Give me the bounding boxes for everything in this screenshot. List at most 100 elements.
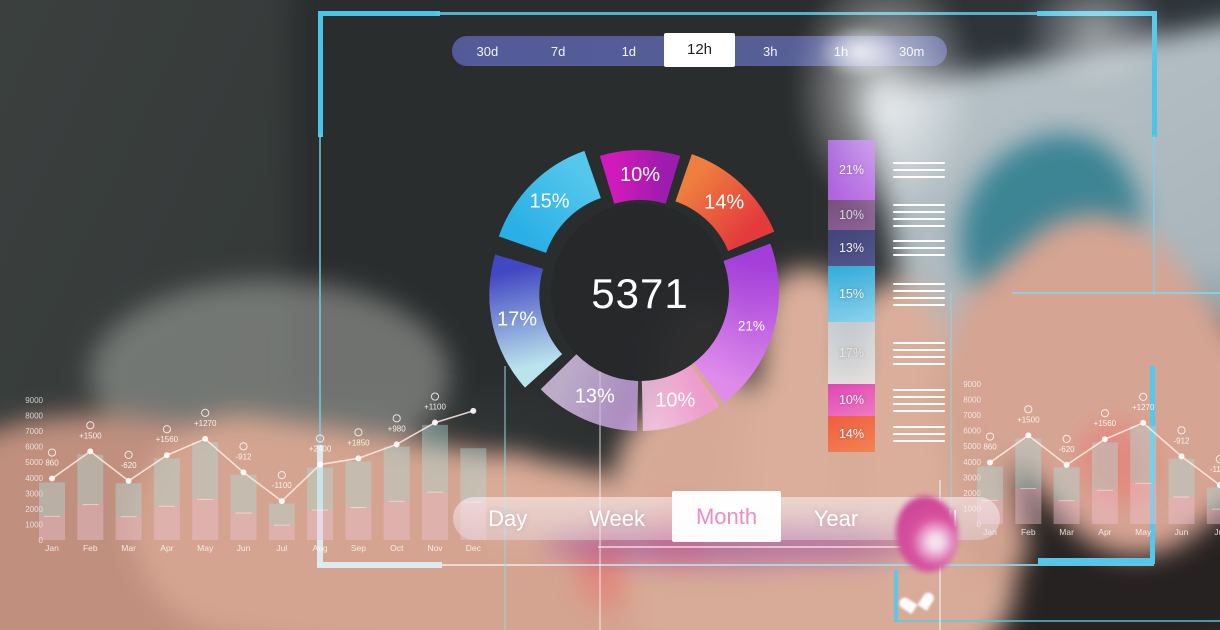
donut-center-value: 5371 <box>591 270 689 317</box>
time-option-7d[interactable]: 7d <box>550 43 566 59</box>
svg-text:-1100: -1100 <box>1210 465 1220 474</box>
legend-text-lines-icon <box>893 282 945 306</box>
svg-text:Jun: Jun <box>1175 527 1189 537</box>
time-option-30d[interactable]: 30d <box>476 43 499 59</box>
svg-text:9000: 9000 <box>963 380 981 389</box>
legend-text-lines-icon <box>893 240 945 256</box>
svg-text:-620: -620 <box>1059 445 1076 454</box>
svg-text:+1560: +1560 <box>156 435 179 444</box>
legend-text-lines-icon <box>893 341 945 365</box>
legend-percent-label: 14% <box>838 427 865 441</box>
legend-percent-label: 10% <box>838 393 865 407</box>
frame-top-h <box>436 12 1037 15</box>
svg-text:-912: -912 <box>235 452 252 461</box>
donut-segment <box>540 354 639 431</box>
legend-text-lines-icon <box>893 388 945 412</box>
svg-text:5000: 5000 <box>25 458 43 467</box>
donut-segment-label: 15% <box>529 190 569 212</box>
period-option-week[interactable]: Week <box>589 505 646 531</box>
legend-percent-label: 15% <box>838 287 865 301</box>
svg-text:+2400: +2400 <box>309 445 332 454</box>
svg-text:-1100: -1100 <box>272 481 292 490</box>
donut-segment-label: 10% <box>655 389 695 411</box>
frame-right-thin-v <box>950 292 952 554</box>
svg-text:3000: 3000 <box>963 473 981 482</box>
time-option-30m[interactable]: 30m <box>899 43 925 59</box>
donut-segment <box>498 150 601 253</box>
legend-text-lines-icon <box>893 203 945 227</box>
legend-item[interactable]: 10% <box>828 200 945 230</box>
donut-segment <box>489 254 563 388</box>
legend-percent-label: 17% <box>838 346 865 360</box>
svg-text:Nov: Nov <box>427 543 443 553</box>
svg-text:+1560: +1560 <box>1094 419 1117 428</box>
period-option-day[interactable]: Day <box>488 505 528 531</box>
frame-bottom-left-corner-h <box>317 562 442 568</box>
svg-text:1000: 1000 <box>25 520 43 529</box>
time-range-selector: 30d 7d 1d 12h 3h 1h 30m <box>452 33 947 67</box>
svg-text:Apr: Apr <box>160 543 173 553</box>
svg-text:2000: 2000 <box>963 489 981 498</box>
svg-text:Jan: Jan <box>45 543 59 553</box>
svg-text:4000: 4000 <box>963 458 981 467</box>
period-option-month[interactable]: Month <box>671 491 782 542</box>
time-option-3h[interactable]: 3h <box>763 43 778 59</box>
frame-bottom-left-corner-v <box>317 445 323 567</box>
frame-top-left-corner-v <box>318 11 323 137</box>
frame-right-v <box>1153 135 1155 295</box>
svg-text:6000: 6000 <box>963 427 981 436</box>
svg-text:+1850: +1850 <box>347 438 370 447</box>
svg-text:Jul: Jul <box>276 543 287 553</box>
donut-segment <box>693 243 779 403</box>
donut-segment-label: 17% <box>497 308 537 330</box>
svg-text:Dec: Dec <box>466 543 482 553</box>
legend-text-lines-icon <box>893 426 945 442</box>
svg-text:6000: 6000 <box>25 443 43 452</box>
svg-text:+980: +980 <box>388 424 407 433</box>
legend-item[interactable]: 14% <box>828 416 945 452</box>
svg-text:+1270: +1270 <box>1132 403 1155 412</box>
time-option-12h[interactable]: 12h <box>664 33 735 67</box>
frame-long-bottom-h <box>442 564 1154 566</box>
svg-text:May: May <box>197 543 214 553</box>
legend-item[interactable]: 17% <box>828 322 945 384</box>
svg-text:-912: -912 <box>1173 436 1190 445</box>
time-option-1h[interactable]: 1h <box>833 43 849 59</box>
svg-text:Apr: Apr <box>1098 527 1111 537</box>
donut-segment-label: 13% <box>575 386 615 408</box>
legend-item[interactable]: 10% <box>828 384 945 416</box>
legend-item[interactable]: 15% <box>828 266 945 322</box>
svg-text:Jul: Jul <box>1214 527 1220 537</box>
donut-segment <box>641 365 720 431</box>
donut-segment <box>675 154 775 251</box>
svg-text:0: 0 <box>39 536 44 545</box>
donut-segment-label: 14% <box>704 191 744 213</box>
svg-text:2000: 2000 <box>25 505 43 514</box>
legend-swatch: 10% <box>828 200 875 230</box>
time-option-1d[interactable]: 1d <box>621 43 637 59</box>
legend-percent-label: 21% <box>838 163 865 177</box>
svg-text:4000: 4000 <box>25 474 43 483</box>
legend-item[interactable]: 21% <box>828 140 945 200</box>
legend-swatch: 10% <box>828 384 875 416</box>
svg-text:7000: 7000 <box>963 411 981 420</box>
svg-text:+1500: +1500 <box>79 431 102 440</box>
svg-text:860: 860 <box>45 459 59 468</box>
legend-percent-label: 10% <box>838 208 865 222</box>
legend-swatch: 14% <box>828 416 875 452</box>
svg-text:7000: 7000 <box>25 427 43 436</box>
donut-chart: 10% 14% 21% 10% 13% 17% 15% <box>489 150 779 431</box>
svg-text:Feb: Feb <box>1021 527 1036 537</box>
legend-swatch: 21% <box>828 140 875 200</box>
legend-item[interactable]: 13% <box>828 230 945 266</box>
legend-text-lines-icon <box>893 162 945 178</box>
frame-bright-right-v <box>1150 366 1155 562</box>
period-option-year[interactable]: Year <box>813 505 859 531</box>
donut-core <box>551 203 729 381</box>
frame-bottom-teal-h <box>894 620 1220 622</box>
legend-swatch: 13% <box>828 230 875 266</box>
svg-text:860: 860 <box>983 443 997 452</box>
heart-icon <box>903 586 929 610</box>
svg-text:8000: 8000 <box>963 396 981 405</box>
